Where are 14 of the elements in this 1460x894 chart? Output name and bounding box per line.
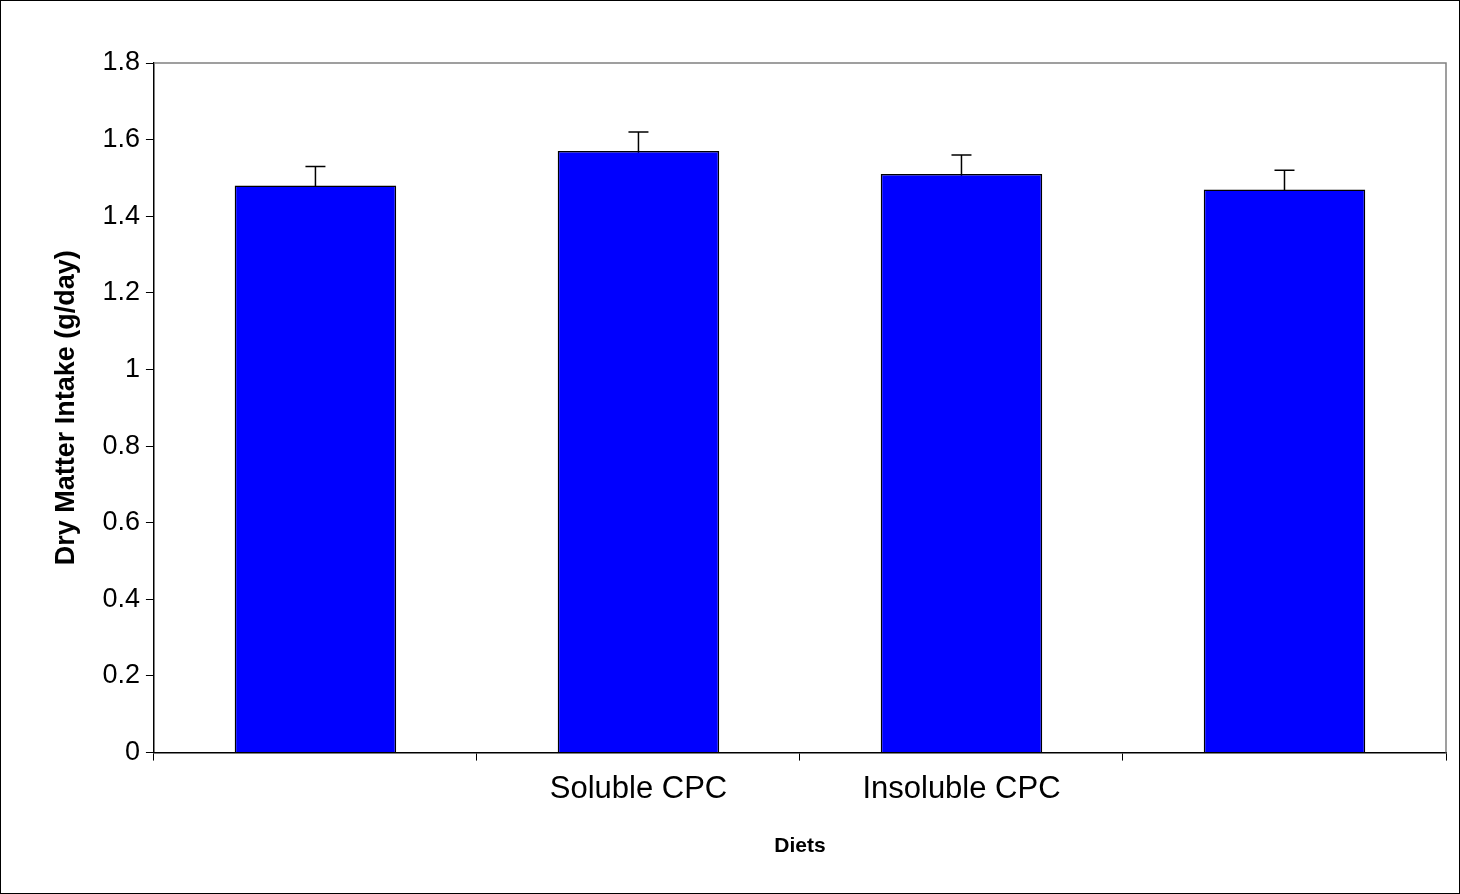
y-tick-label: 1.8: [102, 46, 140, 77]
y-tick-label: 0.6: [102, 506, 140, 537]
y-tick-label: 0.4: [102, 582, 140, 613]
y-tick-label: 1.4: [102, 199, 140, 230]
y-tick-label: 1.2: [102, 276, 140, 307]
x-axis-title: Diets: [774, 833, 826, 857]
x-tick-label: Insoluble CPC: [862, 769, 1061, 805]
y-tick-label: 0.2: [102, 659, 140, 690]
y-tick-label: 0: [124, 736, 140, 767]
x-tick-label: Soluble CPC: [549, 769, 728, 805]
y-axis-title: Dry Matter Intake (g/day): [49, 250, 80, 566]
y-tick-label: 1.6: [102, 123, 140, 154]
y-tick-label: 1: [124, 352, 140, 383]
y-tick-label: 0.8: [102, 429, 140, 460]
